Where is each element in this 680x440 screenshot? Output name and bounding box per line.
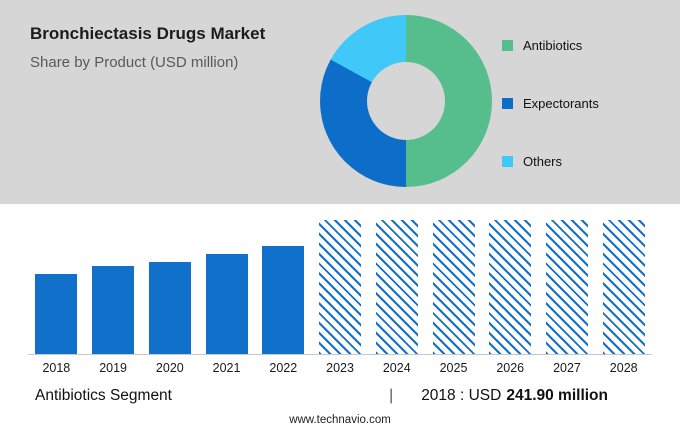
bar-slot [595,220,652,354]
stat-2018: 2018 : USD 241.90 million [421,387,608,405]
header-panel: Bronchiectasis Drugs Market Share by Pro… [0,0,680,204]
stat-prefix: 2018 : USD [421,387,502,404]
x-axis-label-2027: 2027 [553,361,581,375]
website-link[interactable]: www.technavio.com [289,414,391,426]
legend-swatch-others [502,156,513,167]
x-axis-label-2020: 2020 [155,361,184,375]
forecast-bar-2024 [375,220,418,354]
bar-2018 [35,274,78,354]
legend-label-expectorants: Expectorants [523,96,599,111]
x-axis-label-2023: 2023 [326,361,354,375]
bar-2020 [148,262,191,354]
bar-slot [28,274,85,354]
donut-hole [367,62,445,140]
bar-slot [425,220,482,354]
x-axis-label-2024: 2024 [382,361,411,375]
forecast-bar-2028 [602,220,645,354]
forecast-bar-2023 [319,220,362,354]
footer-stats: Antibiotics Segment | 2018 : USD 241.90 m… [0,387,680,405]
page-subtitle: Share by Product (USD million) [30,54,239,71]
x-axis-label-2021: 2021 [212,361,241,375]
x-axis-label-2019: 2019 [99,361,127,375]
legend-swatch-antibiotics [502,40,513,51]
bar-slot [85,266,142,354]
x-axis-label-2028: 2028 [609,361,638,375]
footer-divider: | [389,387,394,404]
bar-2019 [92,266,135,354]
legend-label-others: Others [523,154,563,169]
legend-item-others: Others [502,154,599,169]
legend-item-antibiotics: Antibiotics [502,38,599,53]
legend-label-antibiotics: Antibiotics [523,38,583,53]
legend-swatch-expectorants [502,98,513,109]
x-axis-label-2025: 2025 [439,361,468,375]
x-axis-label-2026: 2026 [496,361,525,375]
x-axis-labels: 2018 2019 2020 2021 2022 2023 2024 2025 2026 2027… [28,355,652,375]
page-title: Bronchiectasis Drugs Market [30,24,266,43]
bar-slot [255,246,312,354]
x-axis-label-2018: 2018 [42,361,71,375]
bar-slot [312,220,369,354]
forecast-bar-2025 [432,220,475,354]
bar-slot [539,220,596,354]
bar-slot [198,254,255,354]
bar-slot [141,262,198,354]
donut-legend: Antibiotics Expectorants Others [502,38,599,169]
stat-value: 241.90 million [506,387,608,404]
forecast-bar-2027 [545,220,588,354]
bar-2021 [205,254,248,354]
donut-chart [320,15,492,187]
x-axis-label-2022: 2022 [269,361,298,375]
forecast-bar-2026 [489,220,532,354]
bar-chart [28,220,652,355]
bar-slot [368,220,425,354]
segment-label: Antibiotics Segment [35,387,172,404]
bar-slot [482,220,539,354]
bar-2022 [262,246,305,354]
bar-chart-panel: 2018 2019 2020 2021 2022 2023 2024 2025 2026 2027… [28,220,652,375]
legend-item-expectorants: Expectorants [502,96,599,111]
